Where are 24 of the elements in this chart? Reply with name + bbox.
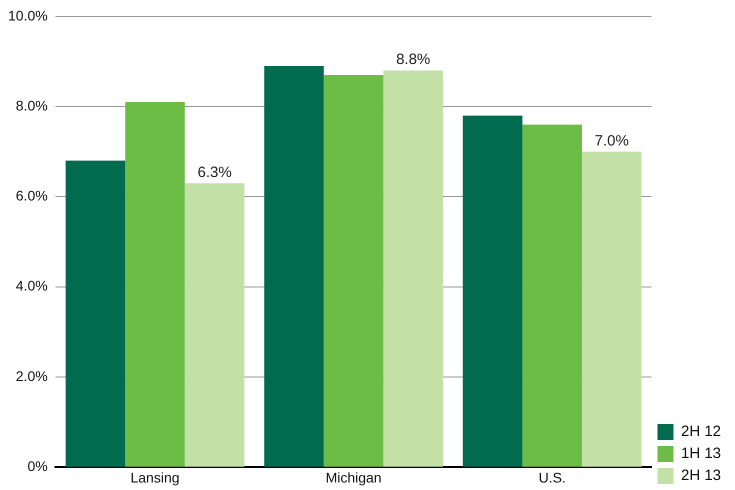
y-tick-label: 0% bbox=[27, 458, 48, 474]
y-tick-label: 4.0% bbox=[16, 278, 48, 294]
bar bbox=[66, 160, 126, 467]
bar bbox=[522, 124, 582, 467]
bar bbox=[462, 116, 522, 467]
bar bbox=[264, 66, 324, 467]
x-tick-label: Lansing bbox=[130, 469, 180, 486]
data-label: 6.3% bbox=[197, 164, 232, 181]
legend-label: 2H 12 bbox=[680, 423, 722, 440]
y-tick-label: 10.0% bbox=[8, 7, 48, 24]
bar bbox=[383, 70, 443, 467]
legend-label: 1H 13 bbox=[680, 445, 722, 462]
bar bbox=[324, 75, 384, 467]
legend-label: 2H 13 bbox=[680, 467, 722, 484]
data-label: 7.0% bbox=[594, 132, 629, 150]
bar bbox=[184, 183, 244, 467]
y-tick-label: 6.0% bbox=[16, 188, 48, 204]
bar bbox=[125, 102, 185, 467]
y-tick-label: 2.0% bbox=[16, 368, 48, 384]
x-tick-label: U.S. bbox=[538, 469, 566, 486]
bar bbox=[582, 152, 642, 467]
y-tick-label: 8.0% bbox=[16, 97, 48, 114]
data-label: 8.8% bbox=[396, 51, 430, 68]
x-tick-label: Michigan bbox=[326, 469, 382, 486]
